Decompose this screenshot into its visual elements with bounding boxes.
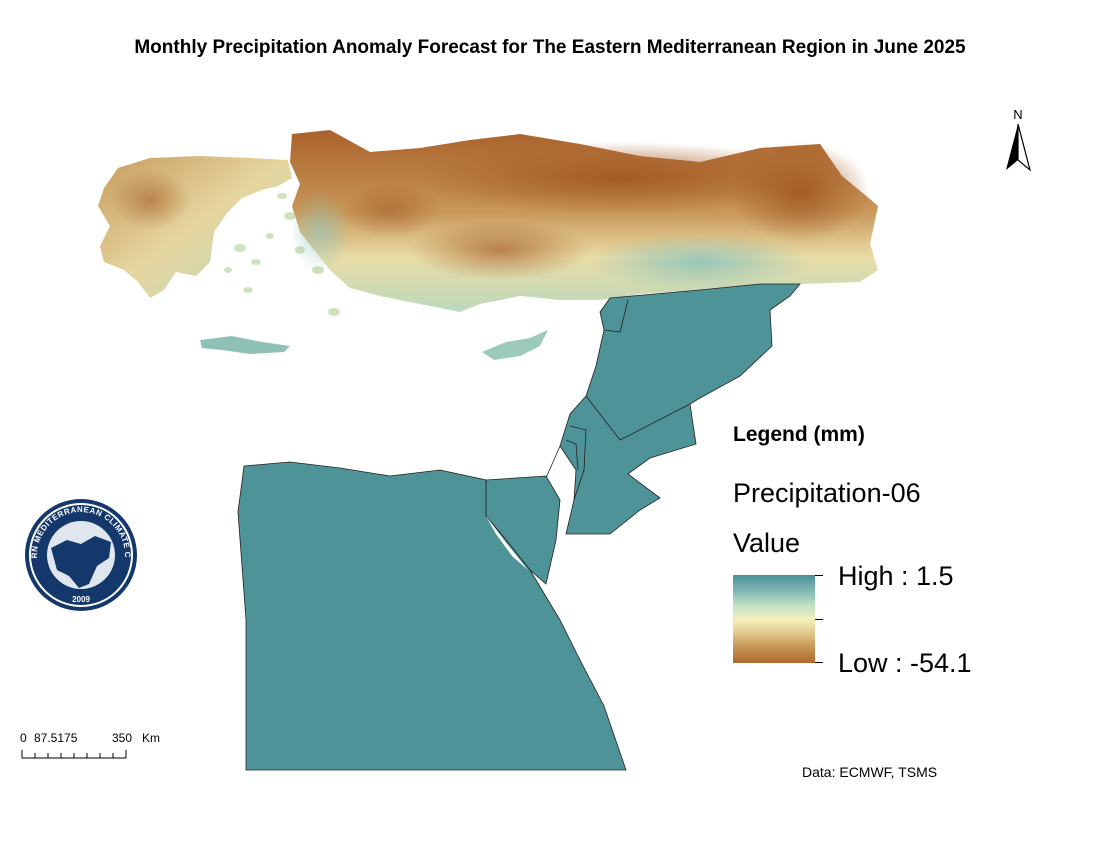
north-arrow-label: N xyxy=(1013,107,1023,122)
legend-tick-mid xyxy=(815,619,823,620)
data-credit: Data: ECMWF, TSMS xyxy=(802,764,938,780)
north-arrow: N xyxy=(1002,108,1034,179)
wet-anomaly-southeast xyxy=(590,234,810,290)
legend-layer-name: Precipitation-06 xyxy=(733,478,921,508)
legend-tick-high xyxy=(815,575,823,576)
legend-heading: Legend (mm) xyxy=(733,423,865,446)
legend-field-name: Value xyxy=(733,528,801,558)
wet-anomaly-aegean xyxy=(290,192,350,272)
levant-borders xyxy=(545,299,691,501)
crete-island xyxy=(200,336,290,354)
emcc-logo: EASTERN MEDITERRANEAN CLIMATE CENTRE 200… xyxy=(23,496,137,611)
scale-label-mid: 87.5175 xyxy=(34,731,78,745)
legend-color-ramp xyxy=(733,575,815,663)
logo-year: 2009 xyxy=(72,595,90,604)
legend-low-label: Low : -54.1 xyxy=(838,648,972,678)
scale-bar: 0 87.5175 350 Km xyxy=(18,731,178,761)
greece-dry-core xyxy=(110,170,190,230)
cyprus-island xyxy=(482,330,548,360)
map-title: Monthly Precipitation Anomaly Forecast f… xyxy=(134,37,966,58)
legend-tick-low xyxy=(815,662,823,663)
scale-label-unit: Km xyxy=(142,731,160,745)
dry-anomaly-west xyxy=(340,182,440,238)
scale-label-max: 350 xyxy=(112,731,133,745)
scale-label-zero: 0 xyxy=(20,731,27,745)
north-arrow-icon xyxy=(1006,123,1032,172)
egypt-region xyxy=(237,461,627,771)
dry-anomaly-north xyxy=(410,142,830,214)
legend-high-label: High : 1.5 xyxy=(838,561,954,591)
scale-bar-ticks xyxy=(21,750,127,759)
dry-anomaly-east xyxy=(730,142,870,242)
dry-anomaly-central xyxy=(410,220,590,280)
